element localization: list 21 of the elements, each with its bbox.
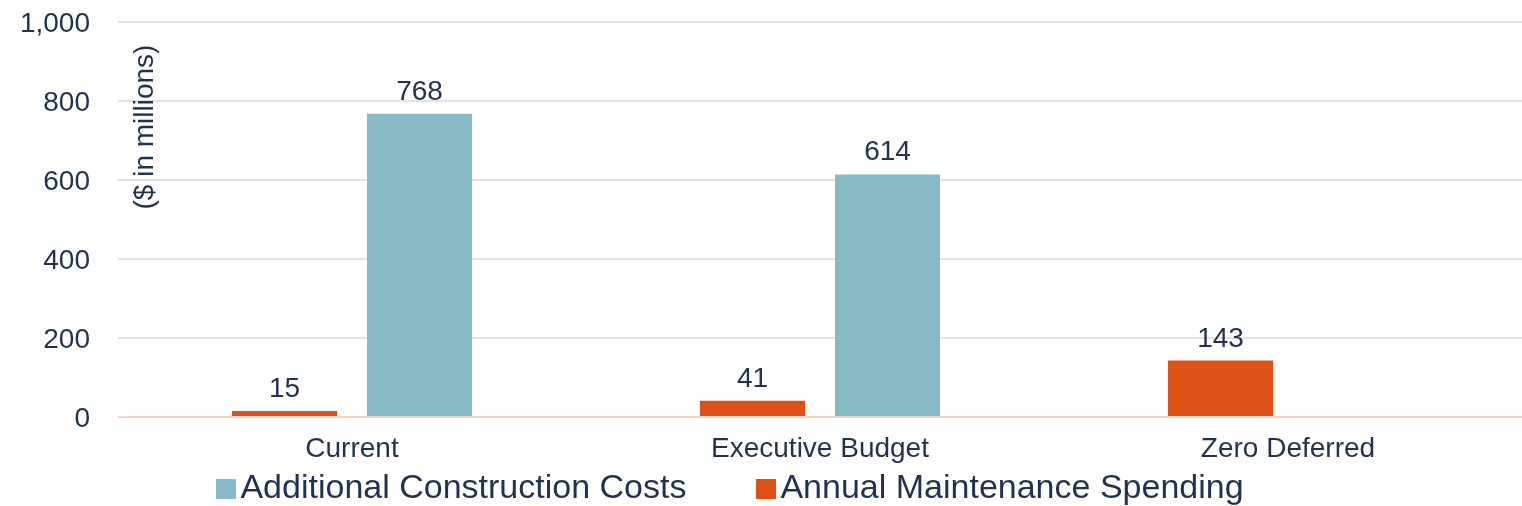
y-tick-label: 800: [43, 85, 90, 117]
y-tick-label: 1,000: [19, 6, 90, 38]
y-tick-label: 400: [43, 243, 90, 275]
data-label: 15: [268, 372, 301, 404]
x-tick-label: Executive Budget: [711, 431, 930, 463]
bar: [367, 113, 472, 417]
x-tick-label: Current: [305, 431, 399, 463]
y-tick-label: 200: [43, 322, 90, 354]
legend-label: Annual Maintenance Spending: [780, 467, 1244, 505]
data-label: 143: [1197, 321, 1244, 353]
bar: [835, 174, 940, 417]
legend-label: Additional Construction Costs: [240, 467, 687, 505]
y-tick-label: 0: [74, 401, 90, 433]
bar: [1168, 360, 1273, 417]
y-axis-title: ($ in millions): [127, 44, 159, 210]
data-label: 41: [736, 361, 769, 393]
data-label: 614: [864, 135, 911, 167]
y-tick-label: 600: [43, 164, 90, 196]
x-tick-label: Zero Deferred: [1200, 431, 1376, 463]
bar: [700, 400, 805, 417]
data-label: 768: [396, 74, 443, 106]
